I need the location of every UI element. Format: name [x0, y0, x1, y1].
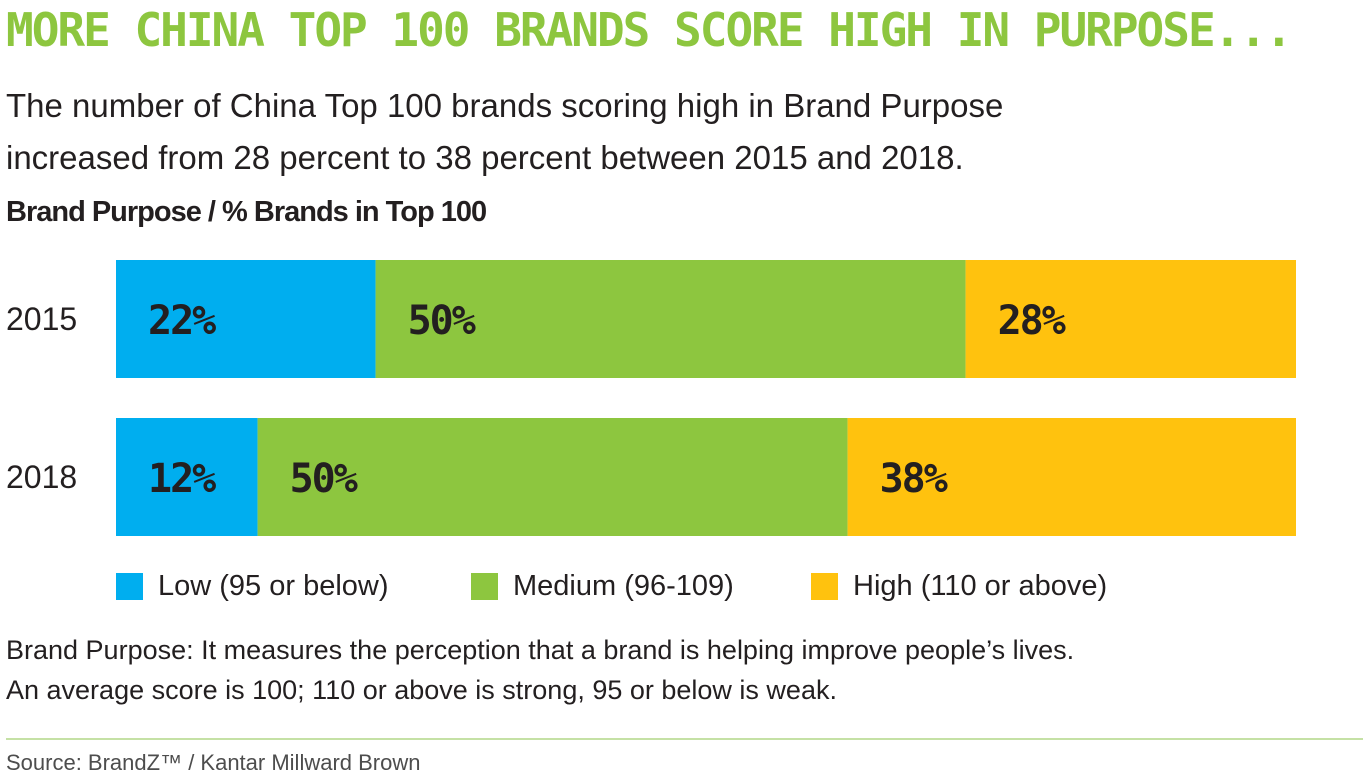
- category-label-2015: 2015: [6, 301, 77, 337]
- legend-item-high: High (110 or above): [811, 568, 1107, 604]
- chart-title: Brand Purpose / % Brands in Top 100: [6, 196, 487, 228]
- bar-2018-medium: [257, 418, 848, 536]
- headline: MORE CHINA TOP 100 BRANDS SCORE HIGH IN …: [6, 3, 1293, 57]
- bar-2015-low: [116, 260, 376, 378]
- data-label-2018-low: 12%: [148, 456, 216, 502]
- bar-2015-medium: [375, 260, 966, 378]
- data-label-2015-high: 28%: [998, 298, 1066, 344]
- legend-swatch-low: [116, 572, 143, 600]
- legend-label-medium: Medium (96-109): [513, 569, 734, 602]
- stacked-bar-chart: 2015 22% 50% 28% 2018 12% 50% 38%: [6, 260, 1296, 536]
- category-label-2018: 2018: [6, 459, 77, 495]
- subtitle-line-1: The number of China Top 100 brands scori…: [6, 87, 1004, 124]
- data-label-2018-high: 38%: [880, 456, 948, 502]
- note-line-2: An average score is 100; 110 or above is…: [6, 675, 837, 705]
- legend-item-low: Low (95 or below): [116, 568, 389, 604]
- legend-label-high: High (110 or above): [853, 569, 1108, 602]
- subtitle-line-2: increased from 28 percent to 38 percent …: [6, 139, 964, 176]
- subtitle: The number of China Top 100 brands scori…: [6, 80, 1206, 184]
- bar-2018-low: [116, 418, 258, 536]
- data-label-2015-low: 22%: [148, 298, 216, 344]
- bar-2018-high: [847, 418, 1296, 536]
- bar-2015-high: [965, 260, 1296, 378]
- legend-label-low: Low (95 or below): [158, 569, 389, 602]
- legend-swatch-medium: [471, 572, 498, 600]
- footer-divider: [6, 738, 1363, 740]
- data-label-2015-medium: 50%: [408, 298, 476, 344]
- data-label-2018-medium: 50%: [290, 456, 358, 502]
- legend-item-medium: Medium (96-109): [471, 568, 734, 604]
- legend-swatch-high: [811, 572, 838, 600]
- note-line-1: Brand Purpose: It measures the perceptio…: [6, 635, 1075, 665]
- definition-note: Brand Purpose: It measures the perceptio…: [6, 630, 1346, 710]
- source-credit: Source: BrandZ™ / Kantar Millward Brown: [6, 750, 421, 775]
